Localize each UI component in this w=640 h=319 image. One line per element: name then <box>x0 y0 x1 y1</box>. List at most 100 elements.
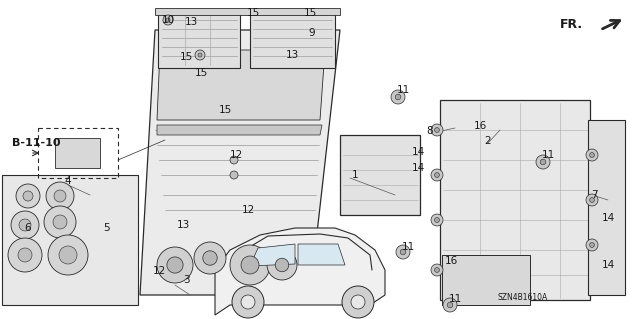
Circle shape <box>443 298 457 312</box>
Circle shape <box>589 152 595 157</box>
Circle shape <box>166 18 170 22</box>
Text: 16: 16 <box>444 256 458 266</box>
Circle shape <box>11 211 39 239</box>
Polygon shape <box>140 30 340 295</box>
Circle shape <box>435 173 440 177</box>
Bar <box>38 128 118 178</box>
Circle shape <box>431 214 443 226</box>
Text: 12: 12 <box>241 205 255 215</box>
Polygon shape <box>55 138 100 168</box>
Circle shape <box>230 156 238 164</box>
Circle shape <box>540 159 546 165</box>
Circle shape <box>230 245 270 285</box>
Polygon shape <box>250 244 295 266</box>
Polygon shape <box>155 8 340 15</box>
Polygon shape <box>442 255 530 305</box>
Text: SZN4B1610A: SZN4B1610A <box>497 293 547 302</box>
Text: B-11-10: B-11-10 <box>12 138 61 148</box>
Circle shape <box>54 190 66 202</box>
Circle shape <box>46 182 74 210</box>
Circle shape <box>396 245 410 259</box>
Text: 2: 2 <box>484 136 492 146</box>
Text: 7: 7 <box>591 190 597 200</box>
Circle shape <box>589 243 595 248</box>
Circle shape <box>16 184 40 208</box>
Circle shape <box>23 191 33 201</box>
Text: 3: 3 <box>182 275 189 285</box>
Circle shape <box>48 235 88 275</box>
Circle shape <box>536 155 550 169</box>
Text: 15: 15 <box>218 105 232 115</box>
Text: 13: 13 <box>177 220 189 230</box>
Circle shape <box>203 251 217 265</box>
Circle shape <box>391 90 405 104</box>
Text: 8: 8 <box>427 126 433 136</box>
Circle shape <box>198 53 202 57</box>
Text: 12: 12 <box>152 266 166 276</box>
Circle shape <box>400 249 406 255</box>
Polygon shape <box>158 12 240 68</box>
Text: 11: 11 <box>396 85 410 95</box>
Text: 14: 14 <box>412 147 424 157</box>
Circle shape <box>241 256 259 274</box>
Circle shape <box>59 246 77 264</box>
Text: 14: 14 <box>602 213 614 223</box>
Circle shape <box>275 258 289 272</box>
Circle shape <box>396 94 401 100</box>
Circle shape <box>232 286 264 318</box>
Circle shape <box>447 302 453 308</box>
Text: 15: 15 <box>195 68 207 78</box>
Circle shape <box>351 295 365 309</box>
Text: FR.: FR. <box>560 18 583 31</box>
Text: 11: 11 <box>401 242 415 252</box>
Circle shape <box>431 264 443 276</box>
Circle shape <box>435 268 440 272</box>
Text: 11: 11 <box>541 150 555 160</box>
Polygon shape <box>298 244 345 265</box>
Circle shape <box>586 194 598 206</box>
Circle shape <box>194 242 226 274</box>
Text: 10: 10 <box>161 15 175 25</box>
Text: 15: 15 <box>246 8 260 18</box>
Polygon shape <box>157 125 322 135</box>
Circle shape <box>195 50 205 60</box>
Text: 5: 5 <box>104 223 110 233</box>
Text: 4: 4 <box>65 176 71 186</box>
Text: 6: 6 <box>25 223 31 233</box>
Circle shape <box>157 247 193 283</box>
Polygon shape <box>2 175 138 305</box>
Circle shape <box>8 238 42 272</box>
Circle shape <box>586 239 598 251</box>
Text: 15: 15 <box>179 52 193 62</box>
Text: 1: 1 <box>352 170 358 180</box>
Polygon shape <box>440 100 590 300</box>
Text: 9: 9 <box>308 28 316 38</box>
Circle shape <box>19 219 31 231</box>
Polygon shape <box>157 50 325 120</box>
Polygon shape <box>250 12 335 68</box>
Text: 12: 12 <box>229 150 243 160</box>
Text: 16: 16 <box>474 121 486 131</box>
Circle shape <box>431 169 443 181</box>
Circle shape <box>53 215 67 229</box>
Polygon shape <box>215 228 385 315</box>
Circle shape <box>241 295 255 309</box>
Circle shape <box>167 257 183 273</box>
Text: 11: 11 <box>449 294 461 304</box>
Text: 15: 15 <box>303 8 317 18</box>
Polygon shape <box>340 135 420 215</box>
Circle shape <box>342 286 374 318</box>
Text: 13: 13 <box>184 17 198 27</box>
Circle shape <box>435 218 440 222</box>
Circle shape <box>230 171 238 179</box>
Circle shape <box>267 250 297 280</box>
Circle shape <box>586 149 598 161</box>
Polygon shape <box>588 120 625 295</box>
Text: 14: 14 <box>602 260 614 270</box>
Circle shape <box>589 197 595 202</box>
Circle shape <box>431 124 443 136</box>
Circle shape <box>163 15 173 25</box>
Text: 13: 13 <box>285 50 299 60</box>
Circle shape <box>18 248 32 262</box>
Circle shape <box>44 206 76 238</box>
